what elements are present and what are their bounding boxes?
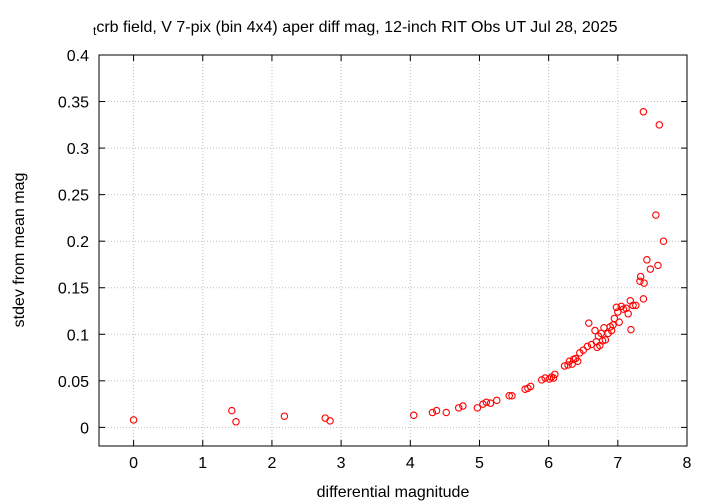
data-point <box>636 272 645 281</box>
data-point <box>612 303 621 312</box>
data-point <box>482 398 491 406</box>
y-tick-label: 0.1 <box>67 327 89 344</box>
data-point <box>583 342 592 351</box>
chart-title: tcrb field, V 7-pix (bin 4x4) aper diff … <box>93 19 618 38</box>
data-point <box>652 211 660 219</box>
data-points <box>129 108 668 426</box>
data-point <box>454 404 463 412</box>
data-point <box>632 301 640 310</box>
x-tick-label: 8 <box>683 455 692 472</box>
data-point <box>610 314 619 323</box>
data-point <box>526 382 535 391</box>
data-point <box>232 418 240 426</box>
data-point <box>459 402 467 410</box>
data-point <box>655 121 664 129</box>
plot-frame <box>98 54 688 447</box>
data-point <box>493 396 501 405</box>
data-point <box>432 406 441 415</box>
data-point <box>228 406 236 415</box>
x-tick-label: 2 <box>267 455 276 472</box>
data-point <box>129 416 138 424</box>
x-tick-label: 0 <box>129 455 138 472</box>
data-point <box>428 408 437 417</box>
data-point <box>585 319 593 327</box>
x-tick-label: 4 <box>406 455 415 472</box>
y-tick-label: 0 <box>80 420 89 437</box>
data-point <box>627 325 635 334</box>
grid <box>99 54 688 446</box>
y-tick-label: 0.25 <box>58 188 89 205</box>
data-point <box>564 361 572 369</box>
data-point <box>560 362 569 370</box>
x-axis-title: differential magnitude <box>317 484 470 501</box>
data-point <box>629 301 637 310</box>
data-point <box>601 336 610 344</box>
data-point <box>573 357 582 366</box>
x-tick-label: 3 <box>337 455 346 472</box>
data-point <box>624 310 632 318</box>
y-tick-label: 0.35 <box>58 95 89 112</box>
data-point <box>640 279 648 287</box>
data-point <box>579 346 587 354</box>
data-point <box>607 326 616 335</box>
data-point <box>280 412 289 420</box>
y-tick-label: 0.05 <box>58 374 89 391</box>
y-tick-label: 0.4 <box>67 48 89 65</box>
data-point <box>549 374 558 382</box>
x-tick-label: 7 <box>613 455 622 472</box>
chart-title-main: crb field, V 7-pix (bin 4x4) aper diff m… <box>96 19 617 36</box>
data-point <box>508 391 516 400</box>
data-point <box>600 324 608 332</box>
data-point <box>442 408 451 417</box>
data-point <box>326 417 334 425</box>
x-tick-label: 5 <box>475 455 484 472</box>
chart-title-prefix: t <box>93 24 97 38</box>
data-point <box>591 326 599 335</box>
y-tick-label: 0.2 <box>67 234 89 251</box>
data-point <box>410 411 418 420</box>
data-point <box>615 318 623 326</box>
data-point <box>639 108 648 116</box>
data-point <box>551 370 559 379</box>
data-point <box>486 399 495 407</box>
data-point <box>636 277 644 285</box>
data-point <box>643 256 651 264</box>
data-point <box>545 375 554 383</box>
data-point <box>473 404 482 412</box>
data-point <box>654 261 662 270</box>
data-point <box>505 391 513 400</box>
data-point <box>639 295 648 303</box>
x-tick-label: 6 <box>544 455 553 472</box>
axis-ticks: 0 1 2 3 4 5 6 7 8 0 0.05 0.1 0.15 0.2 0.25 0.3 0.35 0.4 <box>58 48 692 472</box>
data-point <box>646 265 655 273</box>
x-tick-label: 1 <box>198 455 207 472</box>
y-axis-title: stdev from mean mag <box>11 173 28 328</box>
data-point <box>659 237 668 245</box>
y-tick-label: 0.15 <box>58 281 89 298</box>
y-tick-label: 0.3 <box>67 141 89 158</box>
